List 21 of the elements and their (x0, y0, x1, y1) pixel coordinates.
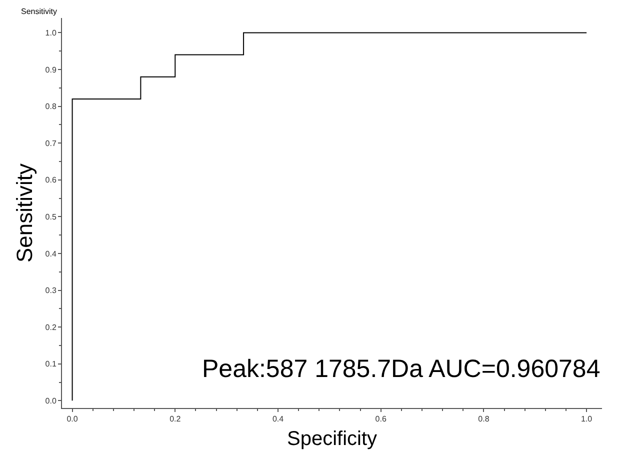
y-tick-label: 0.5 (45, 212, 57, 222)
y-axis-title: Sensitivity (12, 163, 38, 263)
x-tick-label: 0.4 (272, 414, 284, 424)
x-tick-label: 0.0 (66, 414, 78, 424)
x-tick-label: 0.2 (170, 414, 182, 424)
x-tick-label: 0.6 (375, 414, 387, 424)
y-tick-label: 0.3 (45, 286, 57, 296)
y-tick-label: 0.0 (45, 396, 57, 406)
x-tick-label: 1.0 (581, 414, 593, 424)
y-tick-label: 0.7 (45, 138, 57, 148)
y-tick-label: 1.0 (45, 28, 57, 38)
annotation: Peak:587 1785.7Da AUC=0.960784 (202, 355, 600, 383)
y-tick-label: 0.4 (45, 249, 57, 258)
x-axis-title: Specificity (286, 428, 378, 450)
y-tick-label: 0.9 (45, 65, 57, 74)
text: Sensitivity (21, 7, 58, 16)
y-tick-label: 0.8 (45, 102, 57, 112)
y-tick-label: 0.2 (45, 322, 57, 332)
x-tick-label: 0.8 (478, 414, 490, 424)
y-tick-label: 0.6 (45, 176, 57, 185)
y-tick-label: 0.1 (45, 360, 57, 369)
